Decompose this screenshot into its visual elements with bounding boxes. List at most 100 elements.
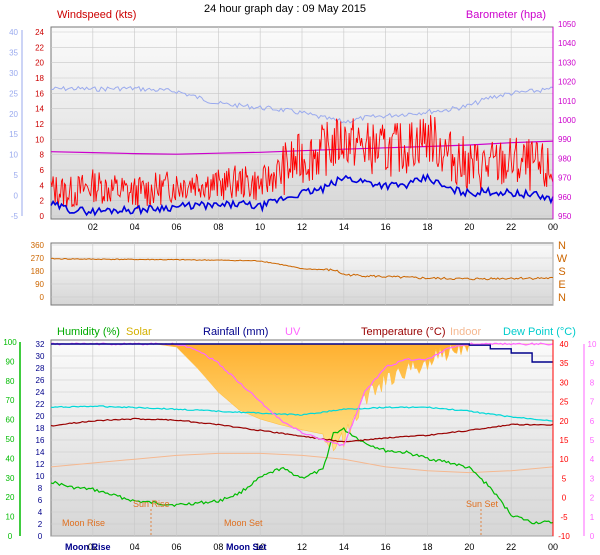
y-tick-label-wind-left: 0: [14, 192, 19, 201]
y-tick-label-uv: 1: [590, 513, 595, 522]
compass-label: S: [558, 266, 565, 278]
x-tick-label: 04: [130, 542, 140, 552]
graph-title: 24 hour graph day : 09 May 2015: [204, 3, 366, 15]
x-tick-label: 12: [297, 542, 307, 552]
wind-direction-line: [50, 257, 554, 281]
series-layer: [50, 85, 554, 525]
y-tick-label-humidity: 30: [6, 474, 15, 483]
x-tick-label: 02: [88, 542, 98, 552]
x-tick-label: 06: [171, 222, 181, 232]
y-tick-label-baro: 1030: [558, 58, 576, 67]
y-tick-label-rain: 20: [36, 412, 45, 421]
windspeed-label: Windspeed (kts): [57, 9, 136, 21]
y-tick-label-temperature: -10: [558, 532, 570, 541]
y-tick-label-kts: 24: [35, 28, 44, 37]
wind-left-axis-line: [50, 85, 554, 124]
compass-label: E: [558, 279, 565, 291]
y-tick-label-rain: 8: [38, 484, 43, 493]
compass-label: N: [558, 240, 566, 252]
humidity-line: [50, 427, 554, 525]
x-tick-label: 10: [255, 542, 265, 552]
y-tick-label-kts: 22: [35, 43, 44, 52]
y-tick-label-temperature: 10: [560, 455, 569, 464]
x-tick-label: 10: [255, 222, 265, 232]
y-tick-label-rain: 10: [36, 472, 45, 481]
y-tick-label-uv: 9: [590, 359, 595, 368]
y-tick-label-wind-left: 10: [9, 151, 18, 160]
y-tick-label-wind-left: 30: [9, 69, 18, 78]
y-tick-label-uv: 0: [590, 532, 595, 541]
y-tick-label-kts: 6: [40, 166, 45, 175]
y-tick-label-uv: 4: [590, 455, 595, 464]
barometer-label: Barometer (hpa): [466, 9, 546, 21]
y-tick-label-rain: 0: [38, 532, 43, 541]
rainfall-line: [51, 343, 553, 363]
y-tick-label-kts: 12: [35, 120, 44, 129]
y-tick-label-rain: 12: [36, 460, 45, 469]
x-tick-label: 14: [339, 542, 349, 552]
y-tick-label-humidity: 80: [6, 377, 15, 386]
y-tick-label-wind-left: 5: [14, 171, 19, 180]
y-tick-label-rain: 32: [36, 340, 45, 349]
y-tick-label-temperature: 20: [560, 417, 569, 426]
y-tick-label-rain: 30: [36, 352, 45, 361]
y-tick-label-uv: 10: [588, 340, 597, 349]
y-tick-label-rain: 6: [38, 496, 43, 505]
y-tick-label-rain: 18: [36, 424, 45, 433]
gust-line: [50, 115, 554, 210]
x-tick-label: 20: [464, 542, 474, 552]
y-tick-label-uv: 7: [590, 398, 595, 407]
y-tick-label-humidity: 70: [6, 396, 15, 405]
x-tick-label: 22: [506, 542, 516, 552]
y-tick-label-baro: 950: [558, 212, 572, 221]
y-tick-label-kts: 4: [40, 181, 45, 190]
x-tick-label: 20: [464, 222, 474, 232]
dewpoint-label: Dew Point (°C): [503, 326, 576, 338]
x-tick-label: 18: [422, 542, 432, 552]
y-tick-label-wind-left: 40: [9, 28, 18, 37]
moon-rise-axis-label: Moon Rise: [65, 542, 111, 552]
y-tick-label-direction: 360: [31, 241, 45, 250]
y-tick-label-rain: 4: [38, 508, 43, 517]
y-tick-label-baro: 1000: [558, 116, 576, 125]
y-tick-label-rain: 26: [36, 376, 45, 385]
y-tick-label-baro: 990: [558, 135, 572, 144]
y-tick-label-rain: 28: [36, 364, 45, 373]
humidity-label: Humidity (%): [57, 326, 120, 338]
y-tick-label-temperature: 40: [560, 340, 569, 349]
x-tick-label: 22: [506, 222, 516, 232]
y-tick-label-humidity: 0: [8, 532, 13, 541]
y-tick-label-kts: 18: [35, 74, 44, 83]
x-tick-label: 00: [548, 542, 558, 552]
y-tick-label-temperature: 25: [560, 398, 569, 407]
y-tick-label-baro: 980: [558, 154, 572, 163]
y-tick-label-temperature: 0: [562, 494, 567, 503]
y-tick-label-humidity: 60: [6, 416, 15, 425]
x-tick-label: 12: [297, 222, 307, 232]
compass-label: W: [557, 253, 568, 265]
sun-set-annotation: Sun Set: [466, 499, 499, 509]
dewpoint-line: [50, 405, 554, 422]
y-tick-label-kts: 2: [40, 197, 45, 206]
y-tick-label-baro: 1040: [558, 39, 576, 48]
moon-set-axis-label: Moon Set: [226, 542, 267, 552]
y-tick-label-uv: 3: [590, 474, 595, 483]
indoor-line: [50, 452, 554, 474]
y-tick-label-baro: 960: [558, 193, 572, 202]
y-tick-label-rain: 16: [36, 436, 45, 445]
solar-label: Solar: [126, 326, 152, 338]
y-tick-label-temperature: -5: [560, 513, 568, 522]
y-tick-label-kts: 8: [40, 151, 45, 160]
y-tick-label-wind-left: -5: [11, 212, 19, 221]
axis-labels: 0202040406060808101012121414161618182020…: [3, 20, 597, 552]
x-tick-label: 18: [422, 222, 432, 232]
x-tick-label: 08: [213, 542, 223, 552]
y-tick-label-baro: 1010: [558, 97, 576, 106]
y-tick-label-baro: 1050: [558, 20, 576, 29]
y-tick-label-kts: 16: [35, 89, 44, 98]
x-tick-label: 16: [381, 222, 391, 232]
y-tick-label-uv: 8: [590, 378, 595, 387]
indoor-label: Indoor: [450, 326, 482, 338]
y-tick-label-humidity: 50: [6, 435, 15, 444]
x-tick-label: 16: [381, 542, 391, 552]
